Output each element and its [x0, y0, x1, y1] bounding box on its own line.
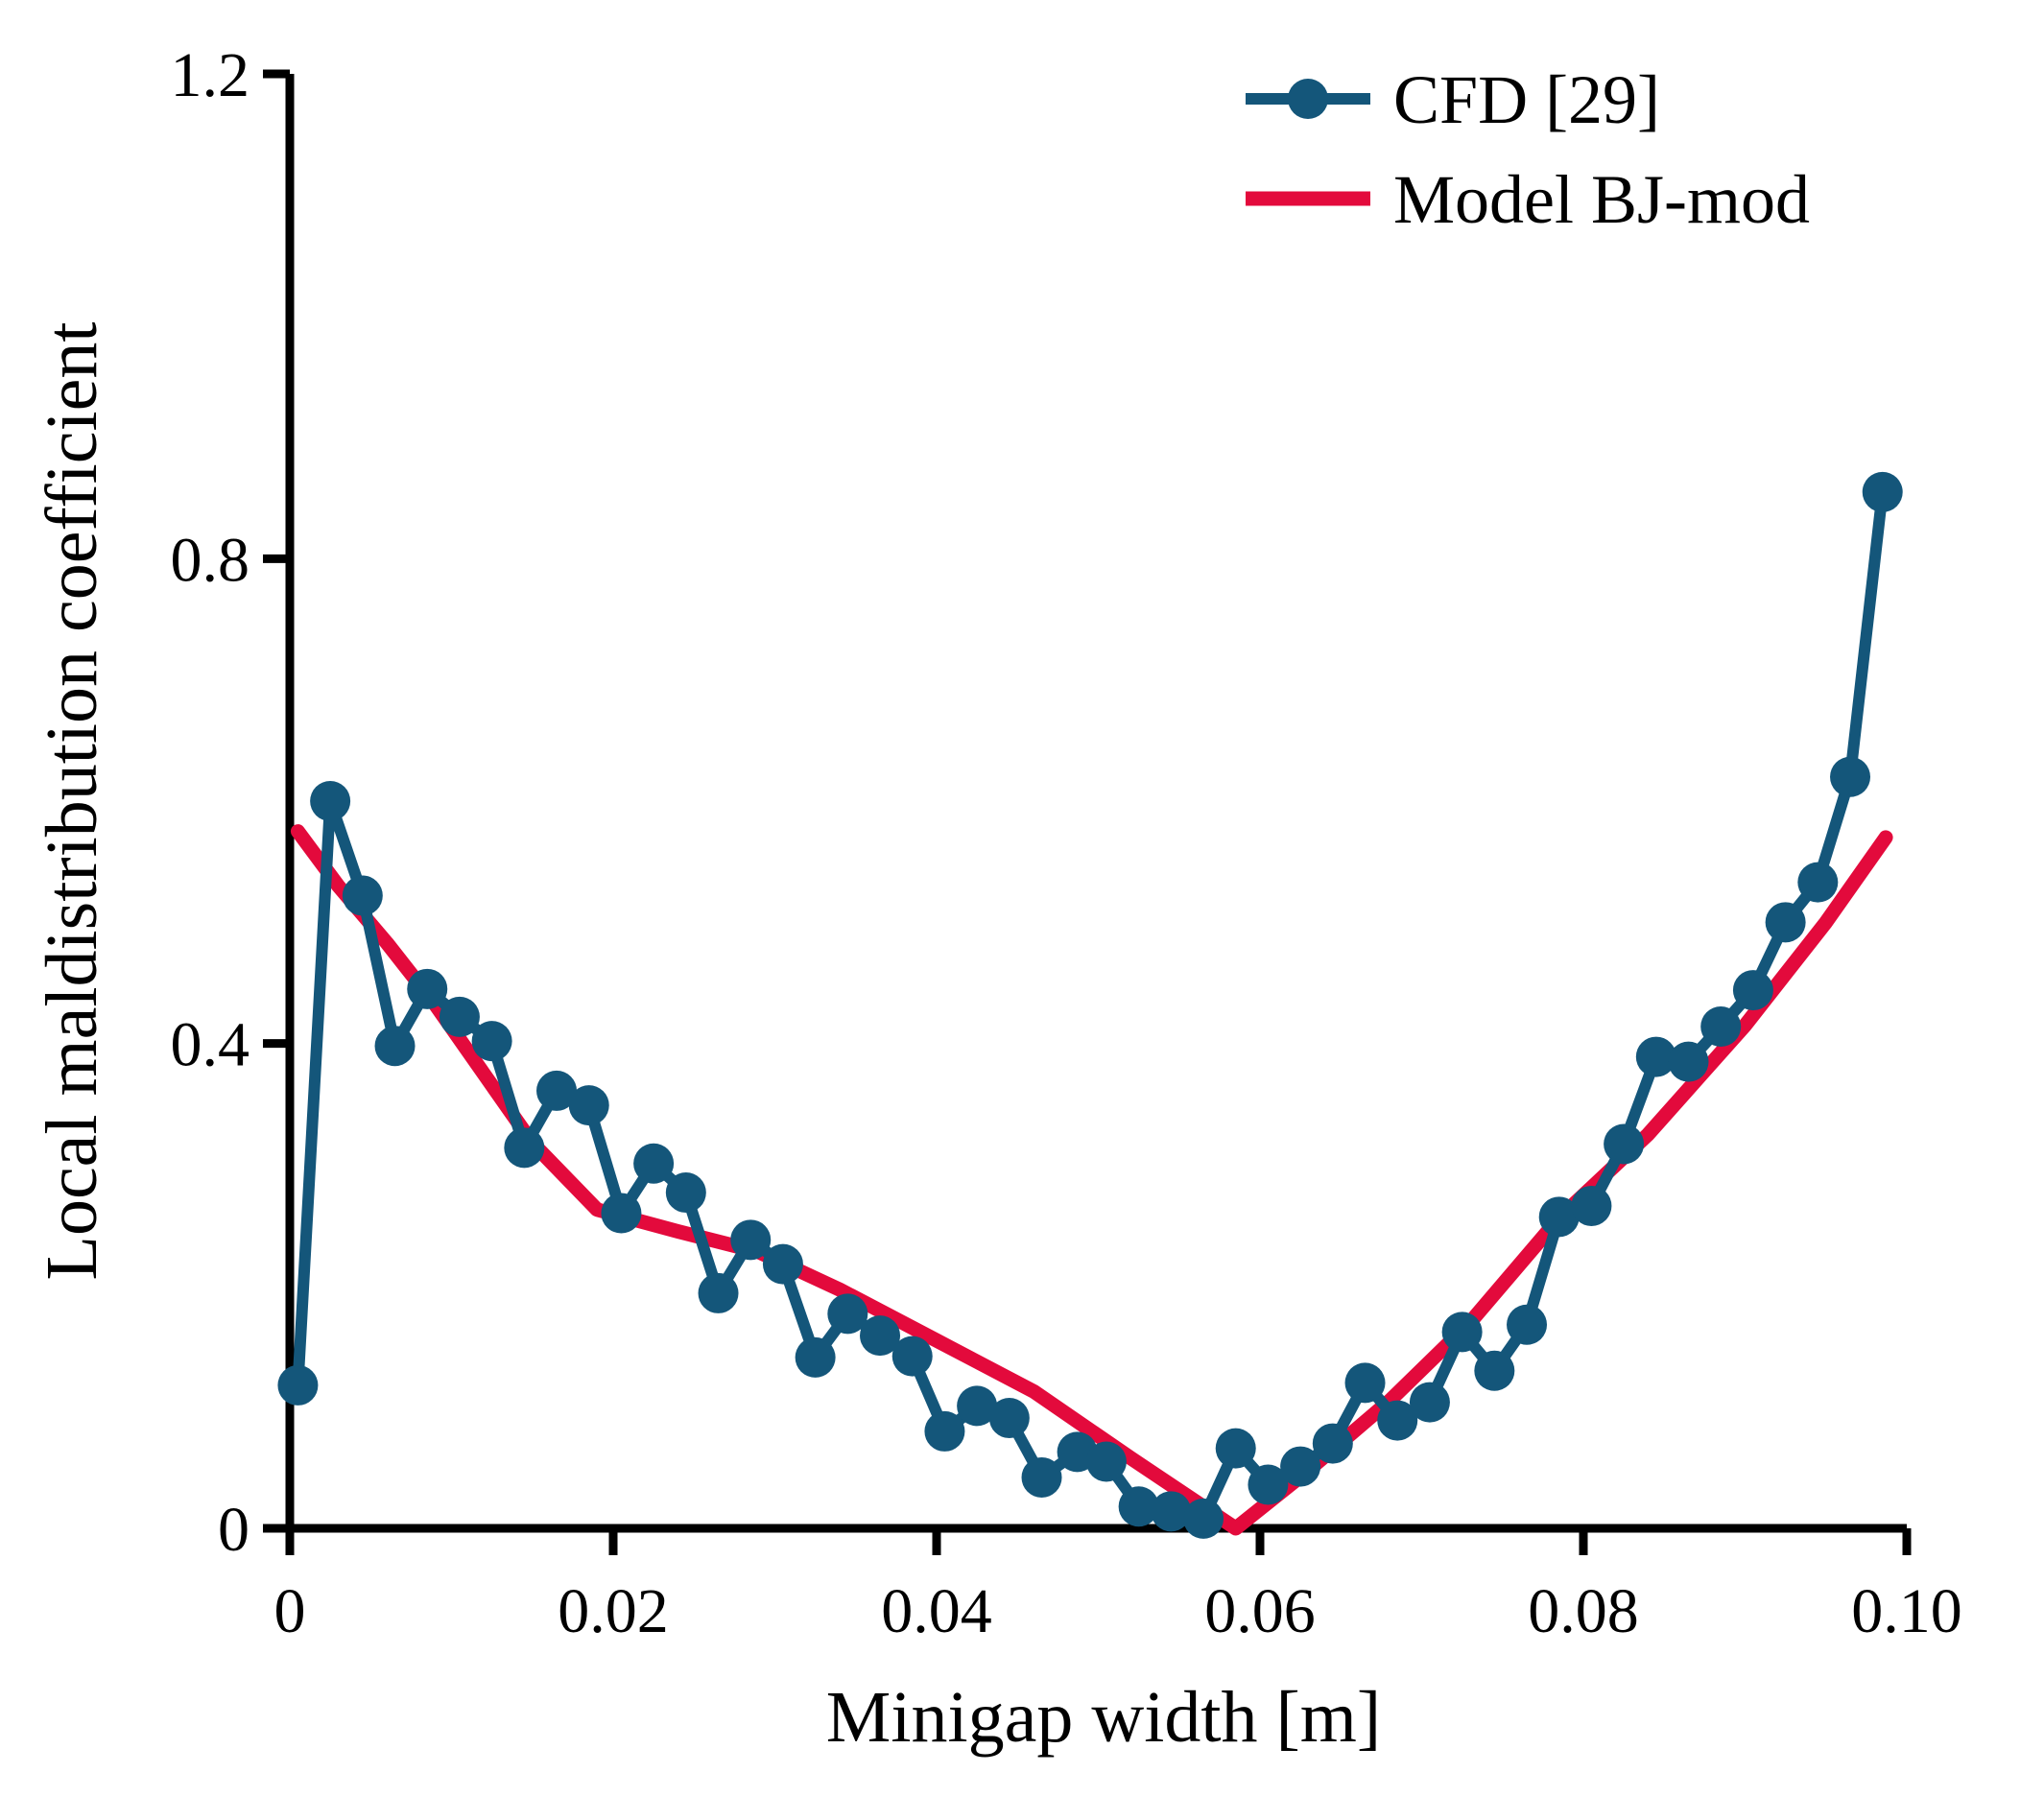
cfd-data-point	[1021, 1456, 1062, 1498]
cfd-data-point	[1668, 1041, 1709, 1082]
plot-area	[277, 471, 1903, 1539]
x-tick-label: 0.06	[1204, 1576, 1316, 1646]
cfd-data-point	[1507, 1304, 1548, 1345]
cfd-data-point	[536, 1070, 578, 1111]
axes-spines	[285, 74, 1907, 1533]
legend-sample-marker-cfd	[1288, 79, 1328, 119]
cfd-data-point	[439, 996, 480, 1037]
cfd-data-point	[1118, 1486, 1159, 1527]
cfd-data-point	[988, 1398, 1030, 1439]
x-tick-label: 0	[274, 1576, 306, 1646]
x-tick-label: 0.08	[1528, 1576, 1639, 1646]
cfd-data-point	[1312, 1423, 1353, 1464]
x-tick-label: 0.10	[1851, 1576, 1962, 1646]
cfd-data-point	[891, 1335, 933, 1377]
cfd-data-point	[1862, 471, 1903, 512]
cfd-data-point	[1215, 1428, 1256, 1469]
cfd-data-point	[633, 1143, 675, 1184]
axes-ticks: 0 0.02 0.04 0.06 0.08 0.10 0 0.4 0.8 1.2	[171, 40, 1962, 1646]
cfd-data-point	[601, 1193, 642, 1234]
cfd-data-point	[1571, 1185, 1612, 1226]
cfd-data-point	[827, 1293, 868, 1335]
cfd-data-point	[1797, 862, 1839, 903]
cfd-data-point	[795, 1336, 836, 1378]
cfd-data-point	[1732, 970, 1773, 1011]
cfd-data-point	[665, 1172, 706, 1214]
cfd-data-point	[1604, 1123, 1645, 1165]
cfd-data-point	[1151, 1491, 1192, 1532]
cfd-series-line	[292, 485, 1889, 1524]
cfd-data-point	[1830, 756, 1871, 797]
cfd-data-point	[762, 1243, 803, 1285]
y-tick-label: 0.4	[171, 1010, 250, 1080]
y-tick-label: 0.8	[171, 525, 250, 595]
cfd-data-point	[1635, 1036, 1676, 1077]
cfd-data-point	[1280, 1446, 1321, 1487]
legend-label-model: Model BJ-mod	[1393, 161, 1810, 238]
cfd-data-point	[1765, 902, 1806, 943]
cfd-data-point	[698, 1272, 739, 1313]
cfd-data-point	[1183, 1498, 1224, 1539]
cfd-data-point	[1344, 1362, 1386, 1404]
cfd-data-point	[504, 1127, 545, 1169]
cfd-data-point	[1474, 1350, 1515, 1391]
model-bj-mod-line	[290, 824, 1893, 1536]
y-tick-label: 0	[218, 1495, 250, 1565]
legend-label-cfd: CFD [29]	[1393, 61, 1660, 138]
x-axis-title: Minigap width [m]	[826, 1677, 1381, 1758]
x-tick-label: 0.04	[881, 1576, 992, 1646]
cfd-data-point	[1700, 1005, 1742, 1047]
cfd-data-point	[1441, 1312, 1483, 1353]
cfd-data-point	[957, 1385, 998, 1427]
cfd-data-point	[1085, 1441, 1127, 1482]
cfd-data-point	[342, 875, 383, 916]
cfd-data-point	[1409, 1382, 1450, 1423]
legend: CFD [29] Model BJ-mod	[1246, 61, 1810, 238]
cfd-data-point	[860, 1315, 901, 1357]
cfd-data-point	[374, 1026, 416, 1067]
cfd-data-point	[1377, 1400, 1418, 1441]
y-axis-title: Local maldistribution coefficient	[32, 322, 112, 1281]
cfd-data-point	[1248, 1464, 1289, 1505]
cfd-data-point	[310, 781, 351, 821]
x-tick-label: 0.02	[558, 1576, 669, 1646]
cfd-data-point	[1538, 1196, 1580, 1238]
cfd-data-point	[277, 1364, 319, 1406]
cfd-data-point	[407, 968, 448, 1009]
cfd-data-point	[730, 1219, 772, 1261]
cfd-data-point	[568, 1085, 609, 1126]
cfd-data-point	[924, 1410, 965, 1452]
y-tick-label: 1.2	[171, 40, 250, 110]
cfd-data-point	[471, 1021, 512, 1062]
